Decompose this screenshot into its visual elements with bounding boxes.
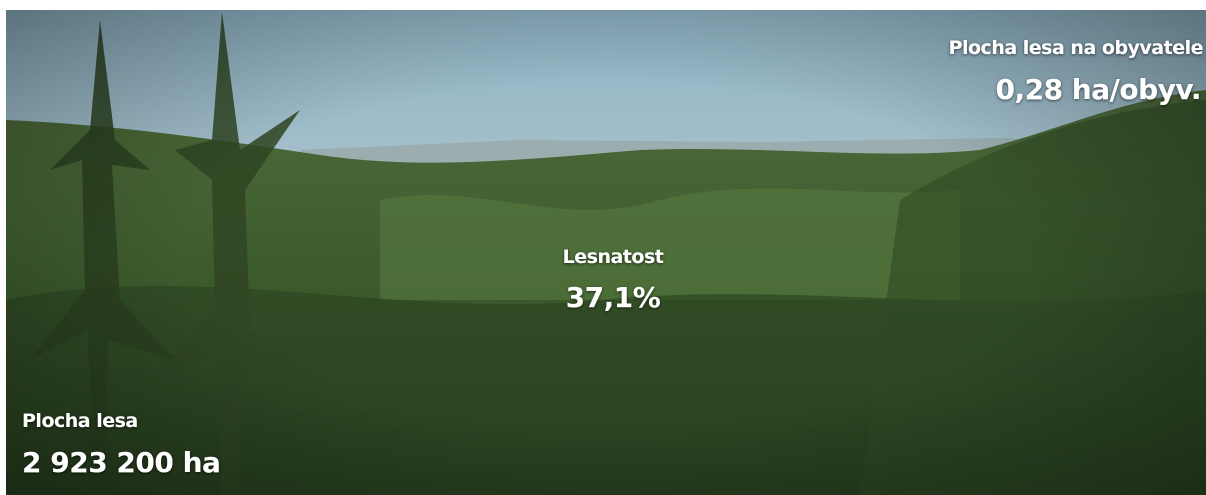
stat-value: 2 923 200 ha xyxy=(22,446,220,479)
stats: Plocha lesa na obyvatele 0,28 ha/obyv. L… xyxy=(22,37,1204,479)
stat-value: 37,1% xyxy=(566,281,661,314)
stat-label: Plocha lesa xyxy=(22,410,138,432)
stat-label: Plocha lesa na obyvatele xyxy=(949,37,1203,59)
stat-value: 0,28 ha/obyv. xyxy=(995,73,1201,106)
stat-label: Lesnatost xyxy=(563,246,664,268)
background-photo xyxy=(6,10,1206,495)
